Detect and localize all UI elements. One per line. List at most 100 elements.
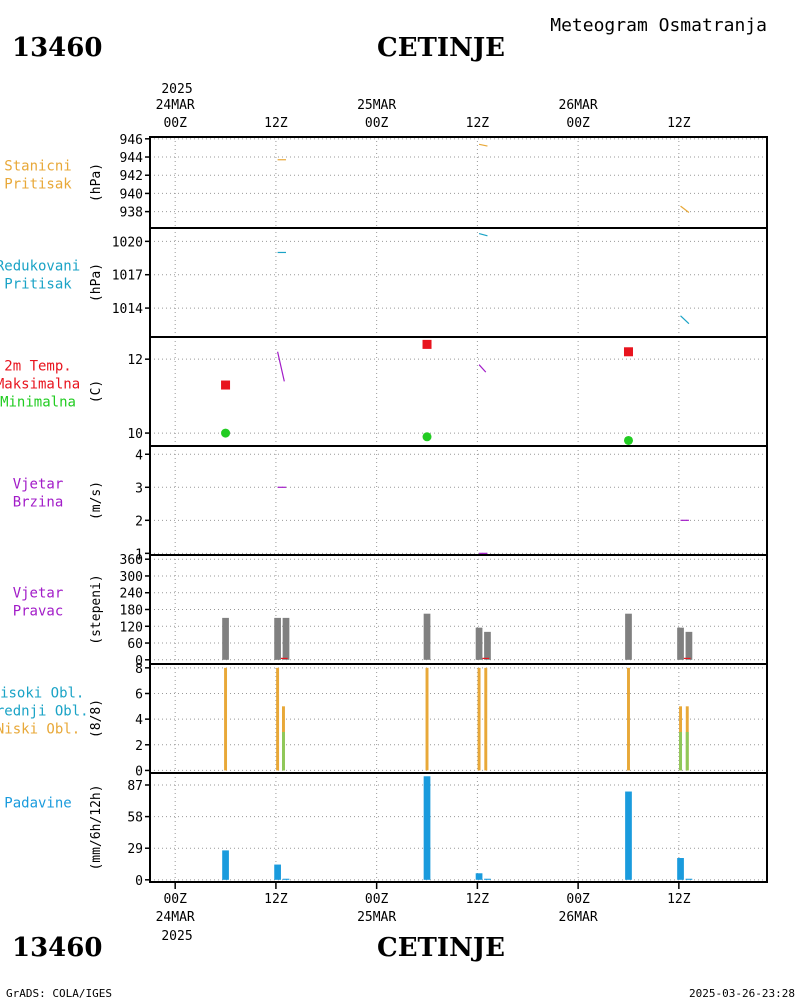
y-tick-label: 180 [120,604,143,619]
panel-label: Padavine [4,796,71,812]
panel-label: Brzina [13,495,64,511]
bottom-hour-label: 00Z [163,892,187,907]
panel-pressure_station: 938 940 942 944 946 (hPa) Stanicni Pritisak [4,133,768,229]
station-id-top: 13460 [12,33,102,63]
bar [677,627,684,660]
bar [679,731,683,771]
y-tick-label: 942 [120,169,143,184]
panel-label: Niski Obl. [0,722,80,738]
panel-frame [149,336,768,447]
y-tick-label: 1020 [112,235,143,250]
panel-frame [149,136,768,229]
min-temp-point [623,435,633,445]
top-date-label: 24MAR [156,98,195,113]
series-segment [277,351,285,382]
bar [222,617,229,660]
series-segment [478,232,488,237]
panel-label: Vjetar [13,477,64,493]
panel-frame [149,663,768,774]
series-segment [680,315,690,325]
y-tick-label: 1 [135,547,143,562]
y-tick-label: 87 [127,779,143,794]
bar [625,613,632,660]
y-tick-label: 240 [120,587,143,602]
y-tick-label: 58 [127,811,143,826]
top-hour-label: 00Z [566,116,590,131]
bar [484,667,488,771]
top-year-label: 2025 [161,82,192,97]
panel-label: Pritisak [4,277,72,293]
meteogram-title: Meteogram Osmatranja [550,15,767,36]
panel-label: Pravac [13,604,64,620]
bottom-date-label: 25MAR [357,910,396,925]
y-tick-label: 6 [135,687,143,702]
footer-credit: GrADS: COLA/IGES [6,987,112,1000]
bar [685,731,689,771]
panels: 938940942944946(hPa)StanicniPritisak1014… [0,133,768,889]
y-axis-unit-label: (m/s) [89,481,104,520]
bar [627,667,630,771]
top-hour-label: 00Z [163,116,187,131]
top-hour-label: 12Z [667,116,691,131]
panel-label: Stanicni [4,159,71,175]
panel-wind_speed: 1 2 3 4 (m/s) Vjetar Brzina [13,445,768,562]
y-tick-label: 940 [120,187,143,202]
station-id-bottom: 13460 [12,933,102,963]
y-tick-label: 12 [127,353,143,368]
y-tick-label: 10 [127,427,143,442]
bar [477,667,481,771]
min-temp-point [422,432,432,442]
y-tick-label: 944 [120,151,144,166]
bar [423,776,431,880]
bar [475,873,483,880]
bar [685,878,693,880]
top-hour-label: 00Z [365,116,389,131]
bar [685,631,693,660]
bottom-date-label: 26MAR [559,910,598,925]
station-name-bottom: CETINJE [377,933,505,963]
bar [484,631,491,660]
bottom-hour-label: 12Z [667,892,691,907]
y-tick-label: 300 [120,570,143,585]
bar [425,667,429,771]
bar [484,878,491,880]
max-temp-point [221,380,231,390]
panel-label: Minimalna [0,395,76,411]
bar [274,617,281,660]
y-axis-unit-label: (C) [89,380,104,403]
top-hour-label: 12Z [264,116,288,131]
bottom-hour-label: 12Z [264,892,288,907]
series-segment [478,143,488,147]
bar [222,850,229,880]
bar [423,613,431,660]
top-date-label: 26MAR [559,98,598,113]
bar [276,667,280,771]
y-axis-unit-label: (hPa) [89,263,104,302]
panel-label: Visoki Obl. [0,686,84,702]
panel-label: 2m Temp. [4,359,71,375]
y-tick-label: 2 [135,514,143,529]
y-axis-unit-label: (mm/6h/12h) [89,784,104,870]
y-tick-label: 2 [135,739,143,754]
panel-label: Vjetar [13,586,64,602]
bar [625,791,632,880]
bottom-hour-label: 00Z [566,892,590,907]
y-tick-label: 4 [135,448,143,463]
bar [475,627,483,660]
bar [677,858,684,880]
y-tick-label: 8 [135,662,143,677]
y-tick-label: 360 [120,553,143,568]
y-axis-unit-label: (8/8) [89,699,104,738]
min-temp-point [221,428,231,438]
y-tick-label: 60 [127,637,143,652]
bar [282,878,290,880]
y-tick-label: 0 [135,654,143,669]
bottom-date-label: 24MAR [156,910,195,925]
y-tick-label: 29 [127,842,143,857]
series-segment [680,205,690,214]
panel-pressure_reduced: 1014 1017 1020 (hPa) Redukovani Pritisak [0,227,768,338]
panel-label: Srednji Obl. [0,704,89,720]
panel-label: Redukovani [0,259,80,275]
footer-timestamp: 2025-03-26-23:28 [689,987,795,1000]
